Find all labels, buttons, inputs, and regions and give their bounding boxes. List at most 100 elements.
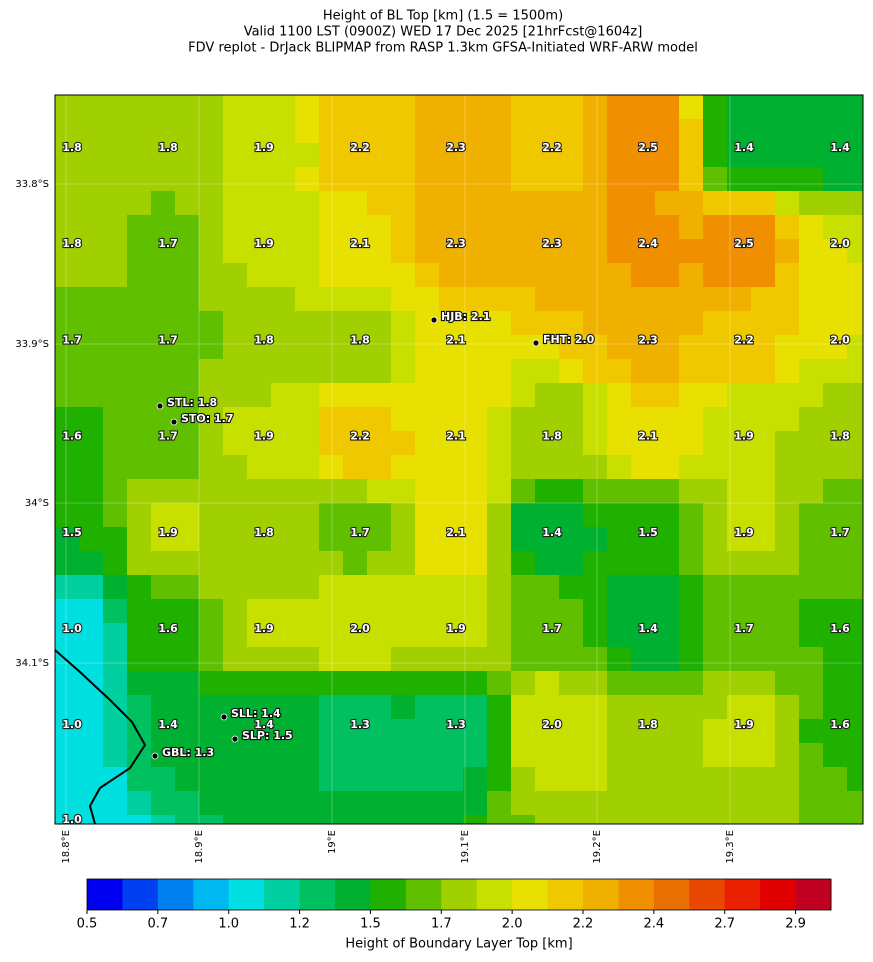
- field-cell: [631, 743, 655, 767]
- field-cell: [487, 767, 511, 791]
- field-cell: [703, 743, 727, 767]
- field-cell: [847, 95, 863, 119]
- field-cell: [799, 431, 823, 455]
- field-cell: [487, 287, 511, 311]
- field-cell: [799, 503, 823, 527]
- field-cell: [415, 623, 439, 647]
- field-cell: [247, 383, 271, 407]
- field-cell: [703, 575, 727, 599]
- field-cell: [295, 815, 319, 824]
- field-cell: [127, 287, 151, 311]
- field-cell: [583, 767, 607, 791]
- field-cell: [823, 455, 847, 479]
- field-cell: [319, 479, 343, 503]
- field-cell: [751, 215, 775, 239]
- station-label: HJB: 2.1: [441, 310, 490, 323]
- field-cell: [199, 95, 223, 119]
- field-cell: [487, 599, 511, 623]
- field-cell: [295, 263, 319, 287]
- grid-value-label: 1.6: [62, 430, 82, 443]
- field-cell: [343, 359, 367, 383]
- field-cell: [319, 383, 343, 407]
- field-cell: [655, 767, 679, 791]
- field-cell: [295, 623, 319, 647]
- field-cell: [439, 359, 463, 383]
- field-cell: [535, 767, 559, 791]
- field-cell: [703, 215, 727, 239]
- field-cell: [415, 287, 439, 311]
- field-cell: [343, 287, 367, 311]
- field-cell: [367, 551, 391, 575]
- field-cell: [439, 647, 463, 671]
- field-cell: [487, 167, 511, 191]
- field-cell: [55, 599, 79, 623]
- field-cell: [679, 551, 703, 575]
- field-cell: [295, 479, 319, 503]
- field-cell: [583, 695, 607, 719]
- field-cell: [79, 743, 103, 767]
- field-cell: [79, 335, 103, 359]
- field-cell: [271, 119, 295, 143]
- field-cell: [799, 383, 823, 407]
- field-cell: [367, 623, 391, 647]
- field-cell: [271, 311, 295, 335]
- field-cell: [535, 791, 559, 815]
- field-cell: [103, 191, 127, 215]
- grid-value-label: 1.3: [350, 718, 370, 731]
- field-cell: [535, 599, 559, 623]
- field-cell: [847, 647, 863, 671]
- field-cell: [655, 791, 679, 815]
- field-cell: [79, 191, 103, 215]
- field-cell: [535, 695, 559, 719]
- field-cell: [247, 647, 271, 671]
- colorbar-bin: [122, 879, 159, 910]
- field-cell: [703, 815, 727, 824]
- field-cell: [223, 503, 247, 527]
- field-cell: [295, 359, 319, 383]
- field-cell: [391, 191, 415, 215]
- field-cell: [55, 767, 79, 791]
- field-cell: [775, 143, 799, 167]
- field-cell: [655, 95, 679, 119]
- grid-value-label: 2.3: [446, 237, 466, 250]
- field-cell: [559, 335, 583, 359]
- field-cell: [343, 455, 367, 479]
- field-cell: [367, 167, 391, 191]
- field-cell: [199, 527, 223, 551]
- field-cell: [847, 575, 863, 599]
- grid-value-label: 1.7: [158, 237, 178, 250]
- station-label: SLL: 1.4: [231, 707, 281, 720]
- field-cell: [751, 191, 775, 215]
- field-cell: [679, 407, 703, 431]
- field-cell: [79, 479, 103, 503]
- field-cell: [655, 719, 679, 743]
- field-cell: [151, 815, 175, 824]
- field-cell: [103, 575, 127, 599]
- field-cell: [487, 239, 511, 263]
- field-cell: [655, 119, 679, 143]
- colorbar-bin: [512, 879, 549, 910]
- field-cell: [487, 743, 511, 767]
- field-cell: [223, 95, 247, 119]
- field-cell: [343, 143, 367, 167]
- field-cell: [271, 527, 295, 551]
- field-cell: [727, 215, 751, 239]
- field-cell: [127, 407, 151, 431]
- field-cell: [775, 455, 799, 479]
- field-cell: [319, 743, 343, 767]
- field-cell: [271, 287, 295, 311]
- field-cell: [559, 167, 583, 191]
- field-cell: [391, 359, 415, 383]
- field-cell: [319, 431, 343, 455]
- field-cell: [823, 551, 847, 575]
- field-cell: [223, 239, 247, 263]
- field-cell: [415, 215, 439, 239]
- field-cell: [487, 647, 511, 671]
- field-cell: [295, 119, 319, 143]
- field-cell: [151, 623, 175, 647]
- field-cell: [727, 95, 751, 119]
- lat-tick-label: 33.9°S: [15, 339, 49, 350]
- field-cell: [271, 623, 295, 647]
- field-cell: [415, 431, 439, 455]
- field-cell: [223, 695, 247, 719]
